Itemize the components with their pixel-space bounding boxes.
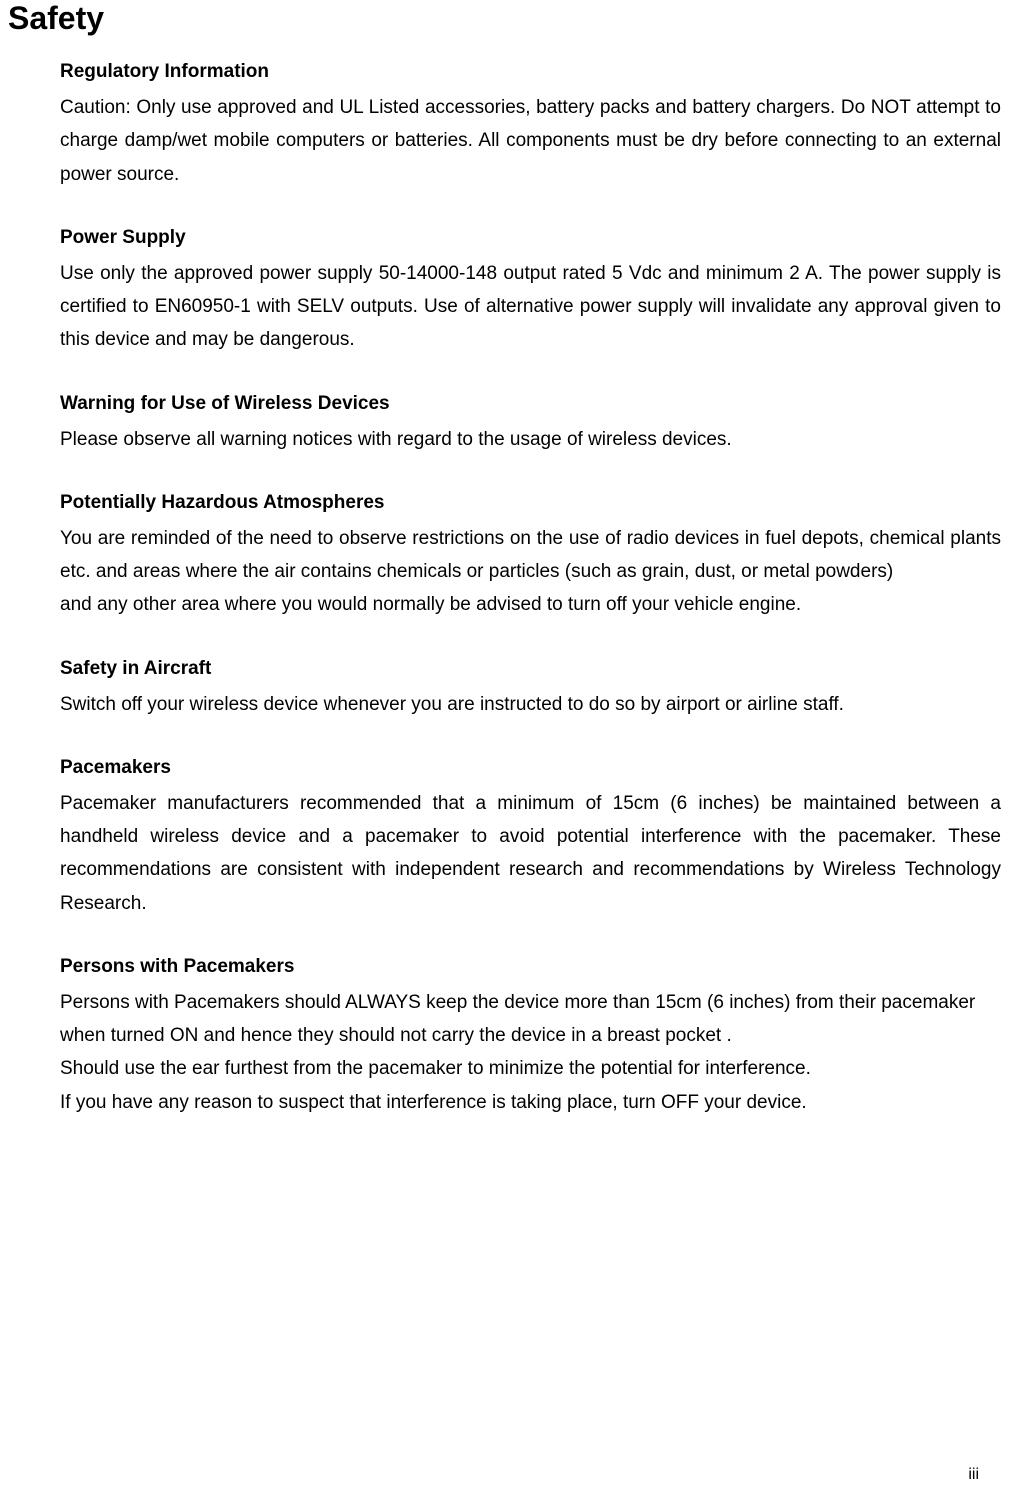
paragraph-aircraft-0: Switch off your wireless device whenever… bbox=[60, 688, 1001, 721]
heading-persons-pacemakers: Persons with Pacemakers bbox=[60, 956, 1001, 978]
section-power-supply: Power Supply Use only the approved power… bbox=[60, 227, 1001, 357]
paragraph-persons-pacemakers-0: Persons with Pacemakers should ALWAYS ke… bbox=[60, 986, 1001, 1053]
content-area: Regulatory Information Caution: Only use… bbox=[0, 61, 1009, 1119]
heading-pacemakers: Pacemakers bbox=[60, 757, 1001, 779]
page-number: iii bbox=[968, 1466, 979, 1484]
section-persons-pacemakers: Persons with Pacemakers Persons with Pac… bbox=[60, 956, 1001, 1119]
paragraph-regulatory-0: Caution: Only use approved and UL Listed… bbox=[60, 91, 1001, 191]
heading-aircraft: Safety in Aircraft bbox=[60, 658, 1001, 680]
page-title: Safety bbox=[0, 0, 1009, 37]
paragraph-hazardous-1: and any other area where you would norma… bbox=[60, 588, 1001, 621]
section-pacemakers: Pacemakers Pacemaker manufacturers recom… bbox=[60, 757, 1001, 920]
paragraph-persons-pacemakers-1: Should use the ear furthest from the pac… bbox=[60, 1052, 1001, 1085]
section-wireless-warning: Warning for Use of Wireless Devices Plea… bbox=[60, 393, 1001, 456]
paragraph-pacemakers-0: Pacemaker manufacturers recommended that… bbox=[60, 787, 1001, 920]
paragraph-power-supply-0: Use only the approved power supply 50-14… bbox=[60, 257, 1001, 357]
heading-regulatory: Regulatory Information bbox=[60, 61, 1001, 83]
heading-wireless-warning: Warning for Use of Wireless Devices bbox=[60, 393, 1001, 415]
heading-hazardous: Potentially Hazardous Atmospheres bbox=[60, 492, 1001, 514]
paragraph-persons-pacemakers-2: If you have any reason to suspect that i… bbox=[60, 1086, 1001, 1119]
section-regulatory: Regulatory Information Caution: Only use… bbox=[60, 61, 1001, 191]
section-hazardous: Potentially Hazardous Atmospheres You ar… bbox=[60, 492, 1001, 622]
paragraph-hazardous-0: You are reminded of the need to observe … bbox=[60, 522, 1001, 589]
heading-power-supply: Power Supply bbox=[60, 227, 1001, 249]
paragraph-wireless-warning-0: Please observe all warning notices with … bbox=[60, 423, 1001, 456]
section-aircraft: Safety in Aircraft Switch off your wirel… bbox=[60, 658, 1001, 721]
